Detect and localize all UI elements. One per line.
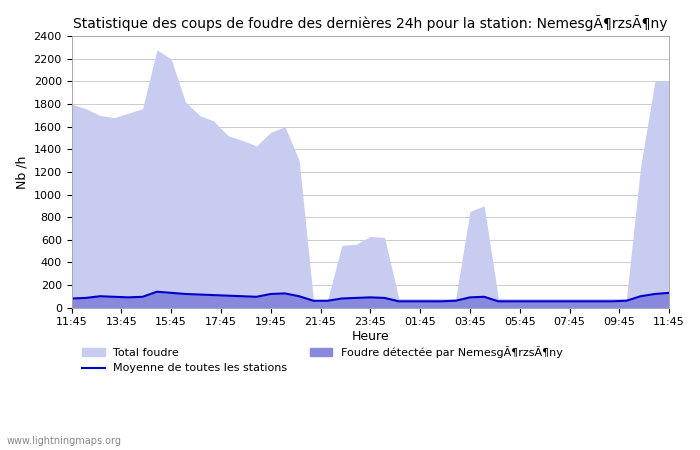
Moyenne de toutes les stations <box>139 294 147 300</box>
Moyenne de toutes les stations <box>337 296 346 301</box>
Moyenne de toutes les stations <box>466 295 474 300</box>
Moyenne de toutes les stations <box>82 295 90 301</box>
Moyenne de toutes les stations <box>267 291 275 297</box>
Moyenne de toutes les stations <box>537 299 545 304</box>
Moyenne de toutes les stations <box>309 298 318 303</box>
Moyenne de toutes les stations <box>96 293 104 299</box>
Moyenne de toutes les stations <box>651 291 659 297</box>
Moyenne de toutes les stations <box>566 299 574 304</box>
Moyenne de toutes les stations <box>665 290 673 296</box>
Moyenne de toutes les stations <box>252 294 260 300</box>
Moyenne de toutes les stations <box>622 298 631 303</box>
Moyenne de toutes les stations <box>124 295 132 300</box>
Moyenne de toutes les stations <box>281 291 289 296</box>
Moyenne de toutes les stations <box>167 290 175 296</box>
Moyenne de toutes les stations <box>438 299 446 304</box>
Moyenne de toutes les stations <box>494 299 503 304</box>
Moyenne de toutes les stations <box>423 299 431 304</box>
Line: Moyenne de toutes les stations: Moyenne de toutes les stations <box>71 292 669 302</box>
Moyenne de toutes les stations <box>238 293 246 299</box>
Moyenne de toutes les stations <box>153 289 161 294</box>
Moyenne de toutes les stations <box>181 291 190 297</box>
Moyenne de toutes les stations <box>395 299 403 304</box>
Moyenne de toutes les stations <box>323 298 332 303</box>
Moyenne de toutes les stations <box>295 293 303 299</box>
X-axis label: Heure: Heure <box>351 330 389 343</box>
Moyenne de toutes les stations <box>580 299 588 304</box>
Moyenne de toutes les stations <box>366 295 375 300</box>
Moyenne de toutes les stations <box>110 294 118 300</box>
Moyenne de toutes les stations <box>608 299 617 304</box>
Legend: Total foudre, Moyenne de toutes les stations, Foudre détectée par NemesgÃ¶rzsÃ¶n: Total foudre, Moyenne de toutes les stat… <box>78 342 567 378</box>
Moyenne de toutes les stations <box>352 295 361 301</box>
Moyenne de toutes les stations <box>224 293 232 298</box>
Moyenne de toutes les stations <box>409 299 417 304</box>
Moyenne de toutes les stations <box>209 292 218 298</box>
Moyenne de toutes les stations <box>594 299 602 304</box>
Moyenne de toutes les stations <box>480 294 489 300</box>
Moyenne de toutes les stations <box>380 295 389 301</box>
Moyenne de toutes les stations <box>452 298 460 303</box>
Title: Statistique des coups de foudre des dernières 24h pour la station: NemesgÃ¶rzsÃ¶: Statistique des coups de foudre des dern… <box>73 15 668 31</box>
Moyenne de toutes les stations <box>636 293 645 299</box>
Y-axis label: Nb /h: Nb /h <box>15 155 28 189</box>
Moyenne de toutes les stations <box>195 292 204 297</box>
Moyenne de toutes les stations <box>551 299 559 304</box>
Moyenne de toutes les stations <box>508 299 517 304</box>
Moyenne de toutes les stations <box>523 299 531 304</box>
Moyenne de toutes les stations <box>67 296 76 301</box>
Text: www.lightningmaps.org: www.lightningmaps.org <box>7 436 122 446</box>
